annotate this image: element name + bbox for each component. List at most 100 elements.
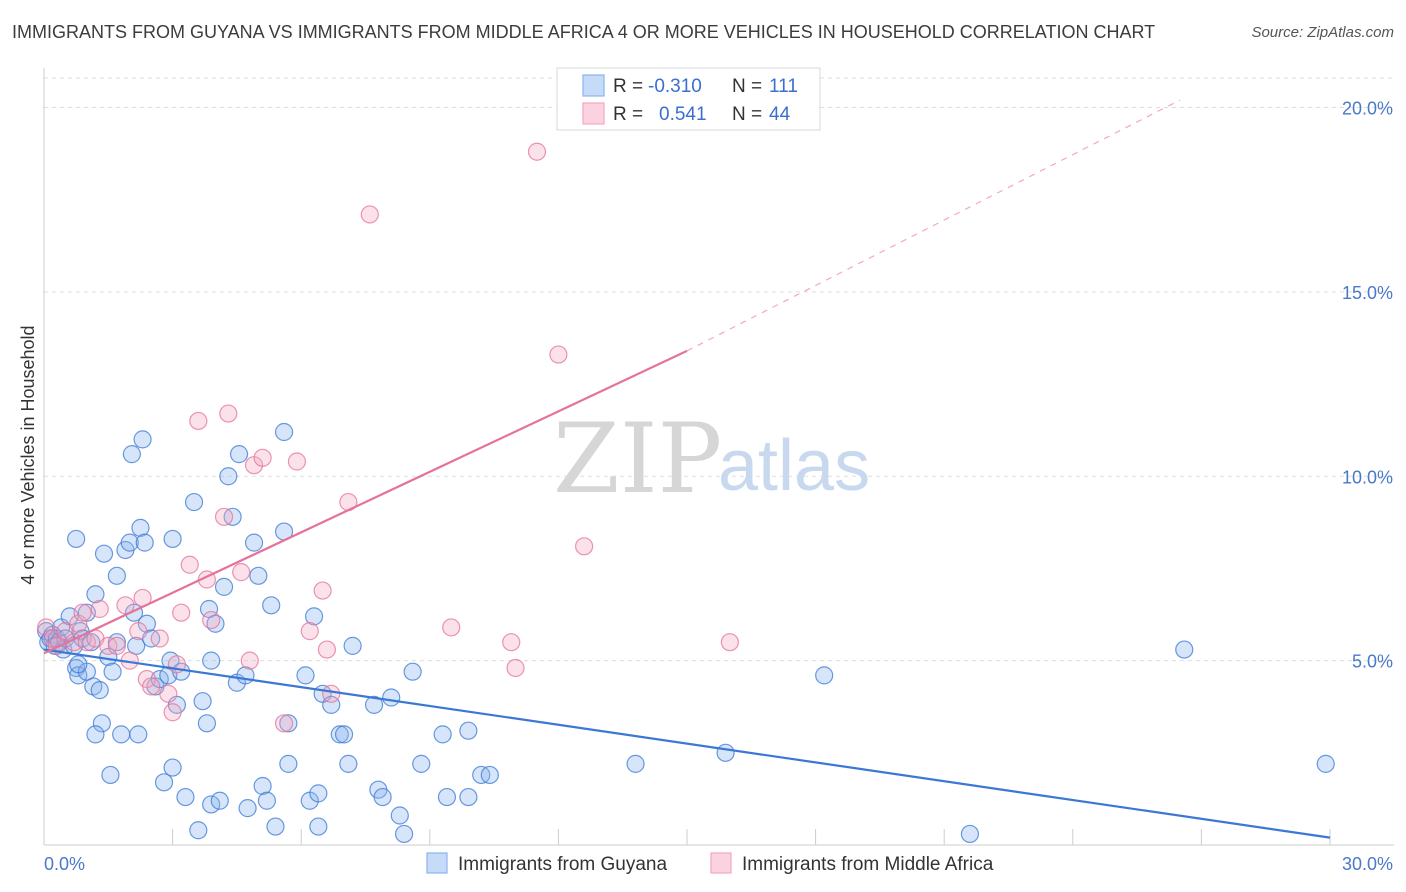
legend-r-label: R =: [613, 76, 643, 97]
data-point: [240, 651, 259, 670]
data-point: [390, 806, 409, 825]
data-point: [313, 581, 332, 600]
data-point: [122, 445, 141, 464]
data-point: [309, 817, 328, 836]
legend-n-value-guyana: 111: [769, 76, 798, 97]
data-point: [343, 636, 362, 655]
data-point: [437, 787, 457, 807]
data-point: [459, 787, 478, 807]
data-point: [180, 555, 199, 574]
data-point: [120, 533, 139, 552]
data-point: [412, 754, 431, 773]
data-point: [210, 791, 229, 810]
data-point: [506, 658, 525, 678]
data-point: [716, 743, 735, 762]
data-point: [244, 533, 264, 552]
legend-swatch-guyana: [582, 74, 605, 97]
data-point: [219, 467, 238, 486]
data-point: [382, 688, 401, 707]
data-point: [135, 533, 154, 552]
data-point: [274, 422, 294, 442]
data-point: [257, 791, 277, 810]
y-tick-label: 5.0%: [1352, 652, 1393, 672]
data-point: [172, 603, 191, 622]
data-point: [69, 655, 88, 674]
data-point: [159, 684, 178, 703]
data-point: [253, 776, 272, 796]
data-point: [334, 725, 354, 744]
data-point: [373, 787, 392, 807]
data-point: [330, 725, 349, 744]
trend-line-guyana: [43, 648, 1331, 839]
x-tick-labels: 0.0% 30.0%: [44, 854, 1393, 874]
data-point: [142, 677, 161, 696]
data-point: [266, 817, 285, 836]
legend-n-label: N =: [732, 104, 762, 125]
data-point: [86, 725, 105, 744]
legend-label-middle-africa: Immigrants from Middle Africa: [742, 854, 994, 875]
data-point: [94, 544, 114, 563]
data-point: [103, 662, 122, 681]
data-point: [575, 537, 594, 556]
data-point: [202, 610, 221, 630]
data-point: [37, 618, 56, 637]
trend-lines: [43, 99, 1331, 839]
data-point: [296, 666, 315, 685]
data-point: [133, 430, 152, 449]
data-point: [960, 824, 980, 844]
data-point: [480, 765, 499, 785]
data-point: [176, 787, 195, 807]
data-point: [107, 566, 126, 585]
data-point: [163, 758, 182, 777]
data-point: [1316, 754, 1335, 773]
y-axis-title: 4 or more Vehicles in Household: [18, 325, 38, 584]
x-tick-label: 30.0%: [1342, 854, 1393, 874]
data-point: [287, 452, 307, 471]
data-point: [107, 636, 126, 655]
data-point: [322, 684, 341, 703]
data-point: [262, 596, 281, 615]
data-point: [214, 577, 234, 596]
y-tick-label: 15.0%: [1342, 283, 1393, 303]
data-point: [279, 754, 298, 773]
correlation-legend: R = -0.310 N = 111 R = 0.541 N = 44: [556, 67, 821, 131]
y-tick-label: 10.0%: [1342, 467, 1393, 487]
data-point: [626, 754, 645, 773]
data-point: [720, 633, 739, 652]
legend-r-value-middle-africa: 0.541: [659, 104, 707, 125]
data-point: [202, 651, 221, 670]
data-point: [549, 345, 568, 364]
legend-swatch-middle-africa: [582, 102, 605, 125]
data-point: [184, 492, 204, 512]
data-point: [403, 662, 422, 681]
data-point: [131, 518, 150, 537]
data-point: [163, 529, 182, 549]
data-point: [189, 411, 208, 431]
data-point: [101, 765, 120, 785]
data-point: [274, 714, 294, 733]
data-point: [150, 629, 169, 648]
data-point: [304, 607, 324, 626]
data-point: [815, 666, 834, 685]
trend-line-middle-africa: [43, 349, 688, 655]
data-point: [197, 714, 216, 733]
data-point: [86, 585, 105, 604]
data-point: [90, 681, 109, 700]
legend-r-value-guyana: -0.310: [648, 76, 702, 97]
data-point: [229, 445, 249, 464]
data-point: [129, 622, 148, 641]
data-point: [433, 725, 452, 744]
data-point: [459, 721, 478, 740]
data-point: [238, 799, 257, 818]
source-label: Source: ZipAtlas.com: [1251, 24, 1394, 41]
data-point: [67, 529, 86, 549]
data-point: [219, 404, 238, 423]
data-point: [69, 614, 88, 633]
data-point: [92, 714, 111, 733]
y-tick-labels: 5.0% 10.0% 15.0% 20.0%: [1342, 99, 1393, 672]
legend-swatch-guyana: [426, 852, 448, 874]
legend-label-guyana: Immigrants from Guyana: [458, 854, 667, 875]
y-tick-label: 20.0%: [1342, 99, 1393, 119]
data-point: [154, 773, 174, 792]
